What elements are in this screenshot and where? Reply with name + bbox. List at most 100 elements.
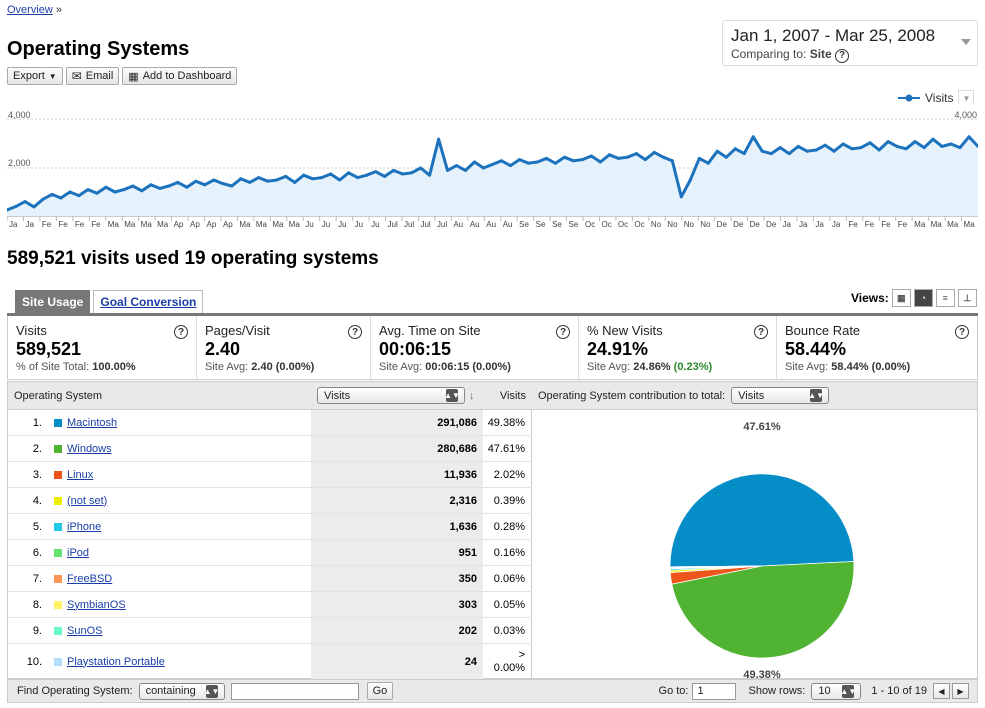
help-icon[interactable]: ? [556,325,570,339]
x-tick-label: Oc [585,220,595,229]
column-header-visits[interactable]: Visits [499,389,526,402]
contribution-pie-chart[interactable]: 47.61% 49.38% [534,410,978,680]
tab-site-usage[interactable]: Site Usage [15,290,91,313]
os-link[interactable]: Linux [67,468,94,481]
metric-visits: Visits 589,521 % of Site Total: 100.00% … [8,316,197,379]
x-tick-label: Ma [914,220,926,229]
row-percent: 0.16% [483,540,532,565]
row-visits: 1,636 [311,514,483,539]
data-point [958,146,962,150]
date-range-picker[interactable]: Jan 1, 2007 - Mar 25, 2008 Comparing to:… [722,20,978,66]
show-rows-select[interactable]: 10 ▲▼ [811,682,862,700]
goto-input[interactable]: 1 [692,682,737,700]
add-to-dashboard-button[interactable]: ▦ Add to Dashboard [122,67,238,85]
chevron-down-icon[interactable] [961,39,971,45]
os-link[interactable]: Macintosh [67,416,118,429]
metric-pages-per-visit: Pages/Visit 2.40 Site Avg: 2.40 (0.00%) … [197,316,371,379]
metrics-summary: Visits 589,521 % of Site Total: 100.00% … [7,316,978,380]
contribution-select[interactable]: Visits ▲▼ [731,387,830,404]
help-icon[interactable]: ? [955,325,969,339]
metric-sub-label: % of Site Total: [16,361,90,373]
data-point [7,208,9,212]
data-point [724,155,728,159]
os-link[interactable]: FreeBSD [67,572,113,585]
data-point [491,162,494,166]
x-tick-label: Jul [388,220,398,229]
tab-goal-conversion[interactable]: Goal Conversion [93,290,204,313]
find-input[interactable] [230,682,359,700]
data-point [275,178,279,182]
pie-slice[interactable] [669,565,763,568]
next-page-icon[interactable]: ▶ [952,683,969,699]
breadcrumb-overview-link[interactable]: Overview [7,4,53,16]
data-point [257,176,261,180]
help-icon[interactable]: ? [835,48,850,63]
x-tick-label: Oc [618,220,628,229]
help-icon[interactable]: ? [754,325,768,339]
pie-slice[interactable] [671,561,855,659]
row-visits: 951 [311,540,483,565]
x-tick-label: Jul [420,220,430,229]
row-visits: 202 [311,618,483,643]
column-header-os[interactable]: Operating System [14,389,103,402]
os-link[interactable]: Windows [67,442,112,455]
table-header: Operating System Visits ▲▼ ↓ Visits Oper… [8,382,977,410]
data-point [670,159,674,163]
data-point [922,146,926,150]
data-point [679,195,683,199]
x-tick-label: Ja [25,220,34,229]
data-point [931,137,935,141]
visits-line-chart[interactable]: 4,0004,0002,0002,000JaJaFeFeFeFeMaMaMaMa… [7,104,978,232]
help-icon[interactable]: ? [174,325,188,339]
data-point [814,148,818,152]
email-button[interactable]: ✉ Email [65,67,120,85]
row-percent-value: 0.03% [493,624,525,637]
performance-view-icon[interactable]: ≡ [935,289,955,307]
help-icon[interactable]: ? [348,325,362,339]
data-point [14,204,18,208]
table-view-icon[interactable]: ▦ [891,289,911,307]
prev-page-icon[interactable]: ◀ [933,683,950,699]
row-percent: 0.39% [483,488,532,513]
tab-goal-conversion-link[interactable]: Goal Conversion [100,295,197,309]
os-link[interactable]: SunOS [67,624,103,637]
x-tick-label: Se [536,220,546,229]
export-button[interactable]: Export ▼ [7,67,63,85]
x-tick-label: Fe [91,220,101,229]
x-tick-label: Oc [601,220,611,229]
go-button[interactable]: Go [366,682,394,700]
pie-view-icon[interactable]: ◔ [913,289,933,307]
row-percent: 49.38% [483,410,532,435]
sort-arrow-icon[interactable]: ↓ [469,389,475,402]
x-tick-label: Ma [239,220,251,229]
os-link[interactable]: iPhone [67,520,102,533]
row-visits: 2,316 [311,488,483,513]
comparison-view-icon[interactable]: ⊥ [957,289,977,307]
os-link[interactable]: SymbianOS [67,598,126,611]
data-point [544,156,548,160]
metric-label: Avg. Time on Site [379,323,481,338]
metric-value: 00:06:15 [379,339,452,359]
os-link[interactable]: iPod [67,546,90,559]
email-label: Email [85,70,114,82]
pie-slice[interactable] [669,473,855,568]
find-mode-select[interactable]: containing ▲▼ [138,682,225,700]
data-point [68,190,72,194]
metric-sub-label: Site Avg: [205,361,249,373]
x-tick-label: Se [552,220,562,229]
data-table: Operating System Visits ▲▼ ↓ Visits Oper… [7,381,978,680]
data-point [706,161,710,165]
metric-select[interactable]: Visits ▲▼ [317,387,465,404]
row-percent-value: 49.38% [487,416,525,429]
data-point [41,197,45,201]
data-point [284,174,288,178]
metric-sub: % of Site Total: 100.00% [16,361,188,373]
chevron-updown-icon: ▲▼ [444,389,460,402]
data-point [499,159,503,163]
row-percent: 47.61% [483,436,532,461]
data-point [733,147,737,151]
os-link[interactable]: (not set) [67,494,108,507]
os-link[interactable]: Playstation Portable [67,655,165,668]
data-point [320,176,324,180]
x-tick-label: Ja [9,220,18,229]
